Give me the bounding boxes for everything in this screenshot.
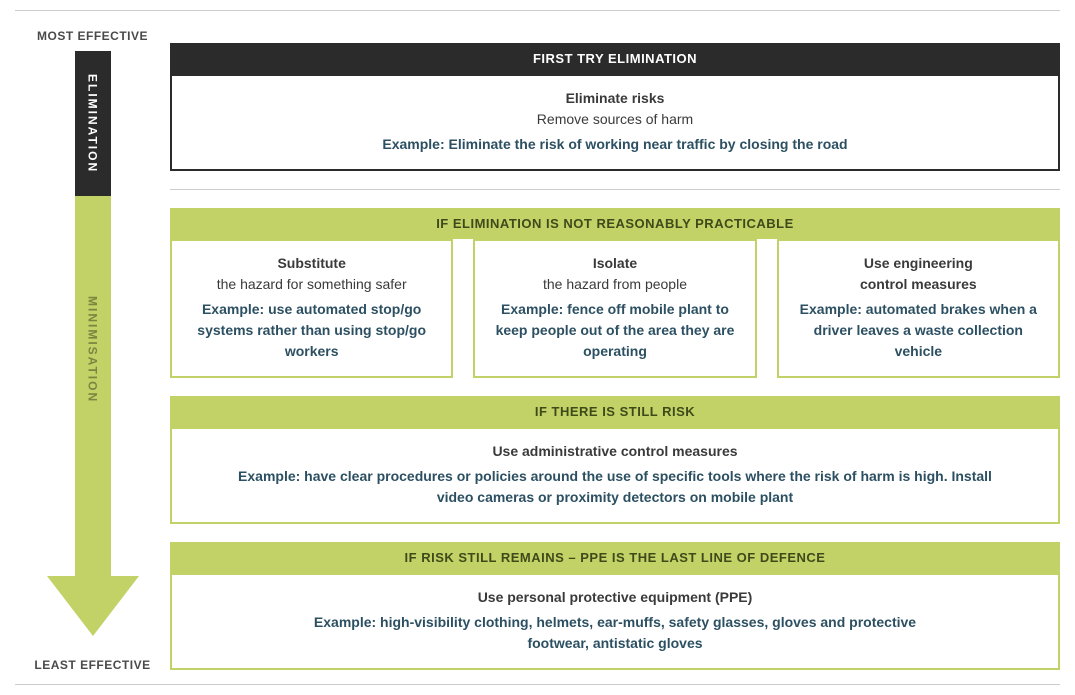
controls-content: FIRST TRY ELIMINATION Eliminate risks Re… <box>170 11 1060 684</box>
elimination-example: Example: Eliminate the risk of working n… <box>186 134 1044 155</box>
admin-example: Example: have clear procedures or polici… <box>235 466 995 508</box>
elimination-axis-label: ELIMINATION <box>86 74 100 173</box>
substitute-text: the hazard for something safer <box>186 274 437 295</box>
substitute-title: Substitute <box>186 253 437 274</box>
elimination-line1: Eliminate risks <box>186 88 1044 109</box>
elimination-panel: Eliminate risks Remove sources of harm E… <box>170 74 1060 171</box>
admin-line1: Use administrative control measures <box>186 441 1044 462</box>
substitute-example: Example: use automated stop/go systems r… <box>186 299 437 362</box>
minimisation-row: Substitute the hazard for something safe… <box>170 239 1060 378</box>
engineering-title-2: control measures <box>793 274 1044 295</box>
minimisation-header: IF ELIMINATION IS NOT REASONABLY PRACTIC… <box>170 208 1060 239</box>
engineering-title-1: Use engineering <box>793 253 1044 274</box>
ppe-line1: Use personal protective equipment (PPE) <box>186 587 1044 608</box>
ppe-panel: Use personal protective equipment (PPE) … <box>170 573 1060 670</box>
hierarchy-of-controls-diagram: MOST EFFECTIVE ELIMINATION MINIMISATION … <box>15 11 1060 684</box>
admin-header: IF THERE IS STILL RISK <box>170 396 1060 427</box>
isolate-panel: Isolate the hazard from people Example: … <box>473 239 756 378</box>
ppe-header: IF RISK STILL REMAINS – PPE IS THE LAST … <box>170 542 1060 573</box>
isolate-text: the hazard from people <box>489 274 740 295</box>
isolate-example: Example: fence off mobile plant to keep … <box>489 299 740 362</box>
effectiveness-scale: MOST EFFECTIVE ELIMINATION MINIMISATION … <box>15 11 170 684</box>
admin-panel: Use administrative control measures Exam… <box>170 427 1060 524</box>
engineering-example: Example: automated brakes when a driver … <box>793 299 1044 362</box>
least-effective-label: LEAST EFFECTIVE <box>15 658 170 672</box>
isolate-title: Isolate <box>489 253 740 274</box>
most-effective-label: MOST EFFECTIVE <box>15 29 170 43</box>
ppe-example: Example: high-visibility clothing, helme… <box>305 612 925 654</box>
engineering-panel: Use engineering control measures Example… <box>777 239 1060 378</box>
substitute-panel: Substitute the hazard for something safe… <box>170 239 453 378</box>
arrow-segment-elimination: ELIMINATION <box>75 51 111 196</box>
elimination-header: FIRST TRY ELIMINATION <box>170 43 1060 74</box>
arrow-head-icon <box>47 576 139 636</box>
minimisation-axis-label: MINIMISATION <box>86 296 100 403</box>
elimination-line2: Remove sources of harm <box>186 109 1044 130</box>
bottom-rule <box>15 684 1060 685</box>
arrow-segment-minimisation: MINIMISATION <box>75 196 111 576</box>
